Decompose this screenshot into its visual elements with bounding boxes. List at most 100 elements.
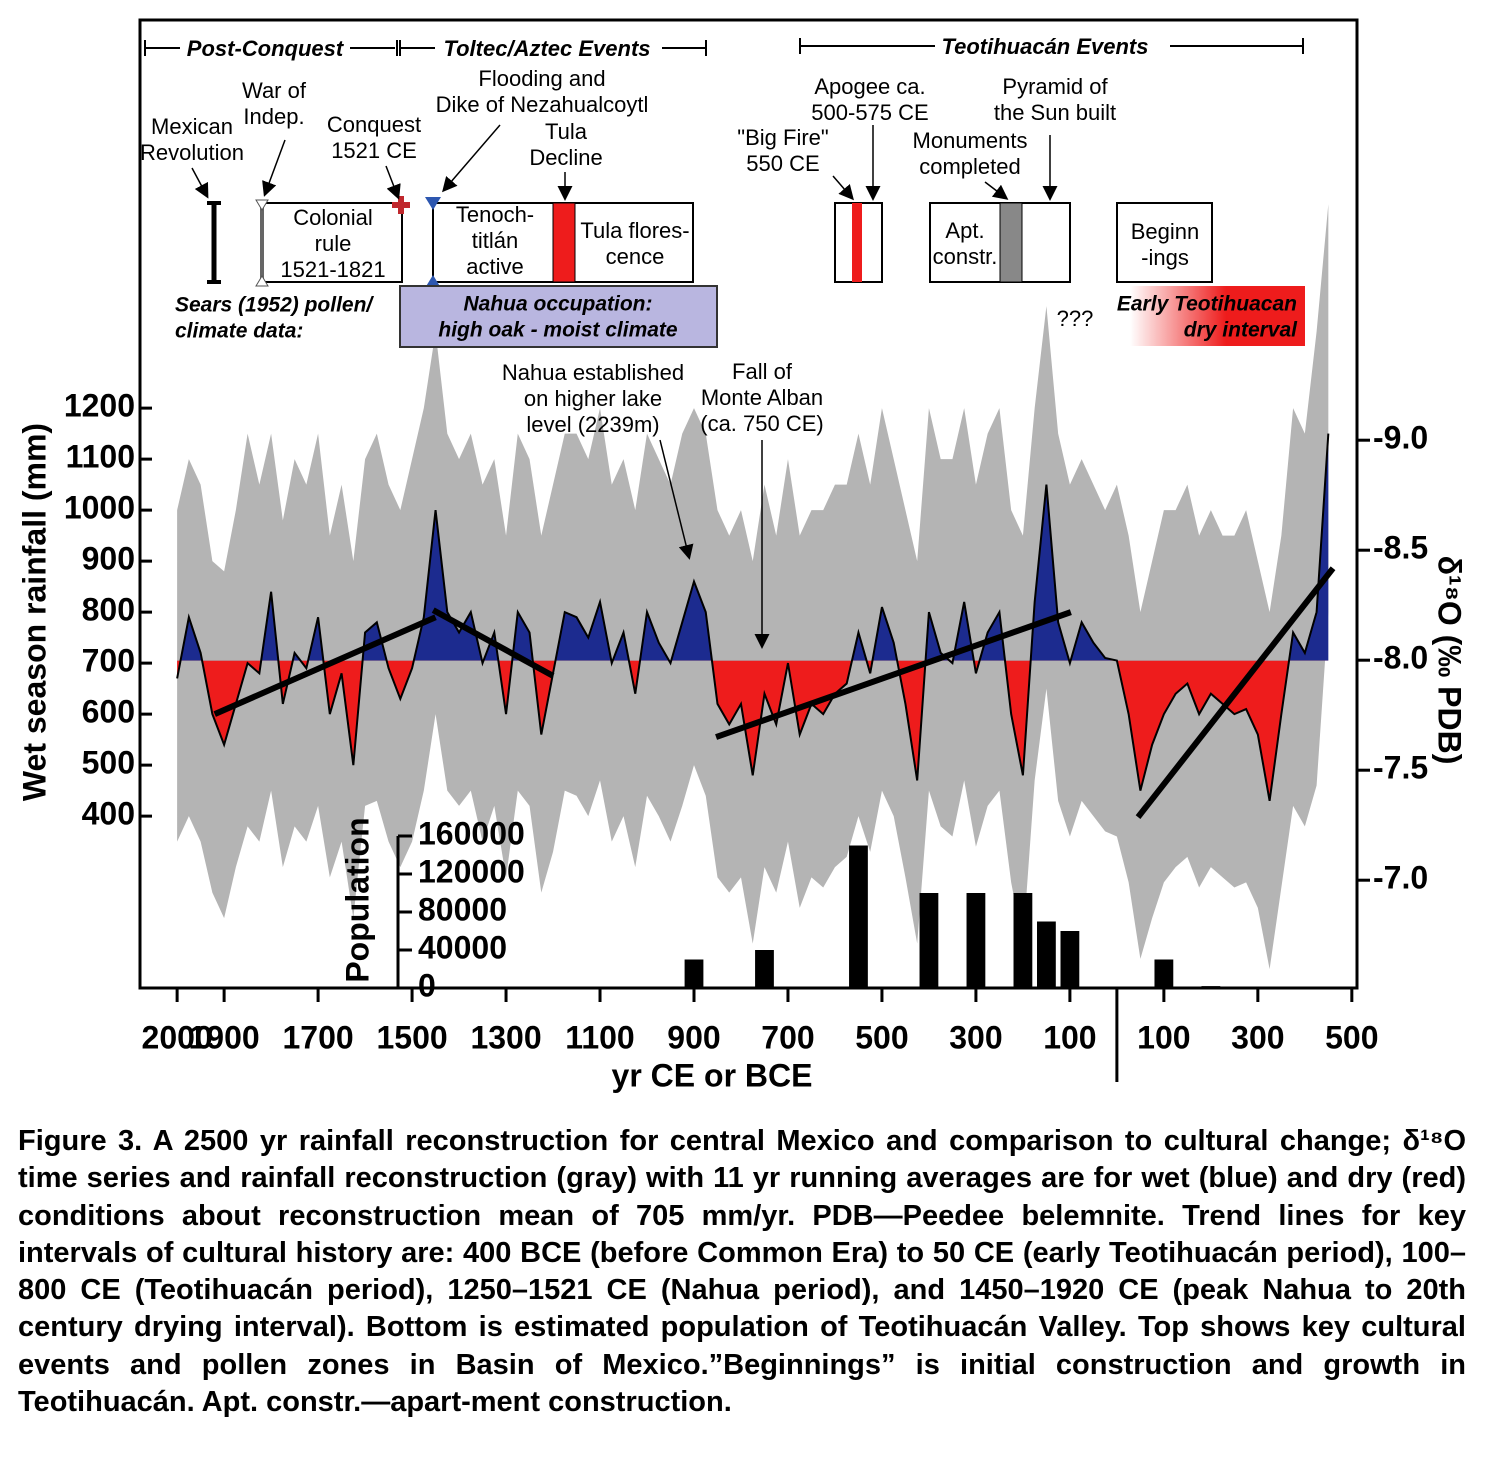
annotation: Apogee ca. — [814, 74, 925, 99]
annotation: Sears (1952) pollen/ — [175, 294, 374, 317]
annotation: cence — [606, 244, 665, 269]
y2-tick-label: -7.5 — [1373, 750, 1428, 786]
y-tick-label: 600 — [82, 694, 135, 730]
annotation: dry interval — [1184, 319, 1298, 342]
annotation: Tula flores- — [580, 218, 689, 243]
timeline — [144, 38, 1305, 649]
population-tick-label: 120000 — [418, 853, 525, 889]
y-tick-label: 400 — [82, 796, 135, 832]
annotation: Toltec/Aztec Events — [443, 36, 650, 61]
population-bar — [684, 959, 704, 988]
x-tick-label: 300 — [1231, 1019, 1284, 1055]
trend-line — [715, 609, 1072, 740]
annotation: Early Teotihuacan — [1117, 293, 1297, 316]
trend-line — [213, 614, 437, 717]
annotation: ??? — [1057, 306, 1094, 331]
population-bar — [919, 893, 939, 988]
y-tick-label: 800 — [82, 592, 135, 628]
annotation: Pyramid of — [1002, 74, 1108, 99]
y-tick-label: 1200 — [64, 388, 135, 424]
dry-area — [177, 660, 1290, 801]
population-tick-label: 40000 — [418, 929, 507, 965]
population-bar — [1013, 893, 1033, 988]
annotation: 1521-1821 — [280, 257, 385, 282]
annotation: Mexican — [151, 114, 233, 139]
x-tick-label: 1300 — [470, 1019, 541, 1055]
annotation: Monuments — [913, 128, 1028, 153]
population-bar — [755, 950, 774, 988]
x-tick-label: 500 — [1325, 1019, 1378, 1055]
running-average — [176, 433, 1330, 802]
trend-line — [431, 607, 555, 679]
annotation: (ca. 750 CE) — [700, 411, 824, 436]
population-bar — [849, 845, 868, 988]
population-tick-label: 80000 — [418, 891, 507, 927]
annotation: Revolution — [140, 140, 244, 165]
x-tick-label: 100 — [1043, 1019, 1096, 1055]
annotation: titlán — [472, 228, 518, 253]
population-bar — [1037, 921, 1056, 988]
x-tick-label: 1100 — [565, 1019, 634, 1055]
x-tick-label: 700 — [761, 1019, 814, 1055]
annotation: Tenoch- — [456, 202, 534, 227]
y-tick-label: 500 — [82, 745, 135, 781]
annotation: active — [466, 254, 523, 279]
trend-line — [1135, 566, 1336, 819]
annotation: Monte Alban — [701, 385, 823, 410]
population-bar — [1060, 931, 1080, 988]
annotation: on higher lake — [524, 386, 662, 411]
y2-axis-label: δ¹⁸O (‰ PDB) — [1432, 556, 1468, 765]
y-tick-label: 1000 — [64, 490, 135, 526]
annotation: Beginn — [1131, 219, 1200, 244]
population-bar — [966, 893, 986, 988]
population-tick-label: 160000 — [418, 815, 525, 851]
annotation: Indep. — [243, 104, 304, 129]
y-tick-label: 900 — [82, 541, 135, 577]
annotation: War of — [242, 78, 307, 103]
caption: Figure 3. A 2500 yr rainfall reconstruct… — [18, 1125, 1466, 1419]
y-tick-label: 1100 — [66, 439, 135, 475]
x-tick-label: 2000 — [142, 1019, 213, 1055]
y2-tick-label: -9.0 — [1373, 420, 1428, 456]
rainfall-band — [177, 204, 1329, 970]
annotation: 1521 CE — [331, 138, 417, 163]
y-tick-label: 700 — [82, 643, 135, 679]
x-axis-label: yr CE or BCE — [612, 1057, 813, 1093]
x-tick-label: 100 — [1137, 1019, 1190, 1055]
annotation: Fall of — [732, 359, 793, 384]
y-axis-label: Wet season rainfall (mm) — [16, 423, 52, 801]
annotation: high oak - moist climate — [438, 319, 678, 342]
annotation: Teotihuacán Events — [941, 34, 1148, 59]
annotation: Dike of Nezahualcoytl — [436, 92, 649, 117]
wet-area — [177, 433, 1329, 661]
y2-tick-label: -8.5 — [1373, 530, 1428, 566]
annotation: Flooding and — [478, 66, 605, 91]
x-tick-label: 500 — [855, 1019, 908, 1055]
annotation: Apt. — [945, 218, 984, 243]
annotation: constr. — [933, 244, 998, 269]
y2-tick-label: -7.0 — [1373, 860, 1428, 896]
annotation: climate data: — [175, 320, 303, 343]
annotation: -ings — [1141, 245, 1189, 270]
x-tick-label: 300 — [949, 1019, 1002, 1055]
x-tick-label: 900 — [667, 1019, 720, 1055]
annotation: Nahua established — [502, 360, 684, 385]
annotation: the Sun built — [994, 100, 1116, 125]
annotation: 550 CE — [746, 151, 819, 176]
annotation: Post-Conquest — [187, 36, 345, 61]
annotation: Nahua occupation: — [463, 293, 652, 316]
x-tick-label: 1500 — [376, 1019, 447, 1055]
annotation: Decline — [529, 145, 602, 170]
annotations: Post-Conquest Toltec/Aztec Events Teotihua… — [140, 34, 1298, 437]
annotation: Conquest — [327, 112, 421, 137]
x-tick-label: 1900 — [189, 1019, 260, 1055]
plot-frame — [138, 18, 1359, 990]
annotation: rule — [315, 231, 352, 256]
y2-tick-label: -8.0 — [1373, 640, 1428, 676]
x-tick-label: 1700 — [282, 1019, 353, 1055]
annotation: 500-575 CE — [811, 100, 928, 125]
population-label: Population — [339, 817, 375, 982]
